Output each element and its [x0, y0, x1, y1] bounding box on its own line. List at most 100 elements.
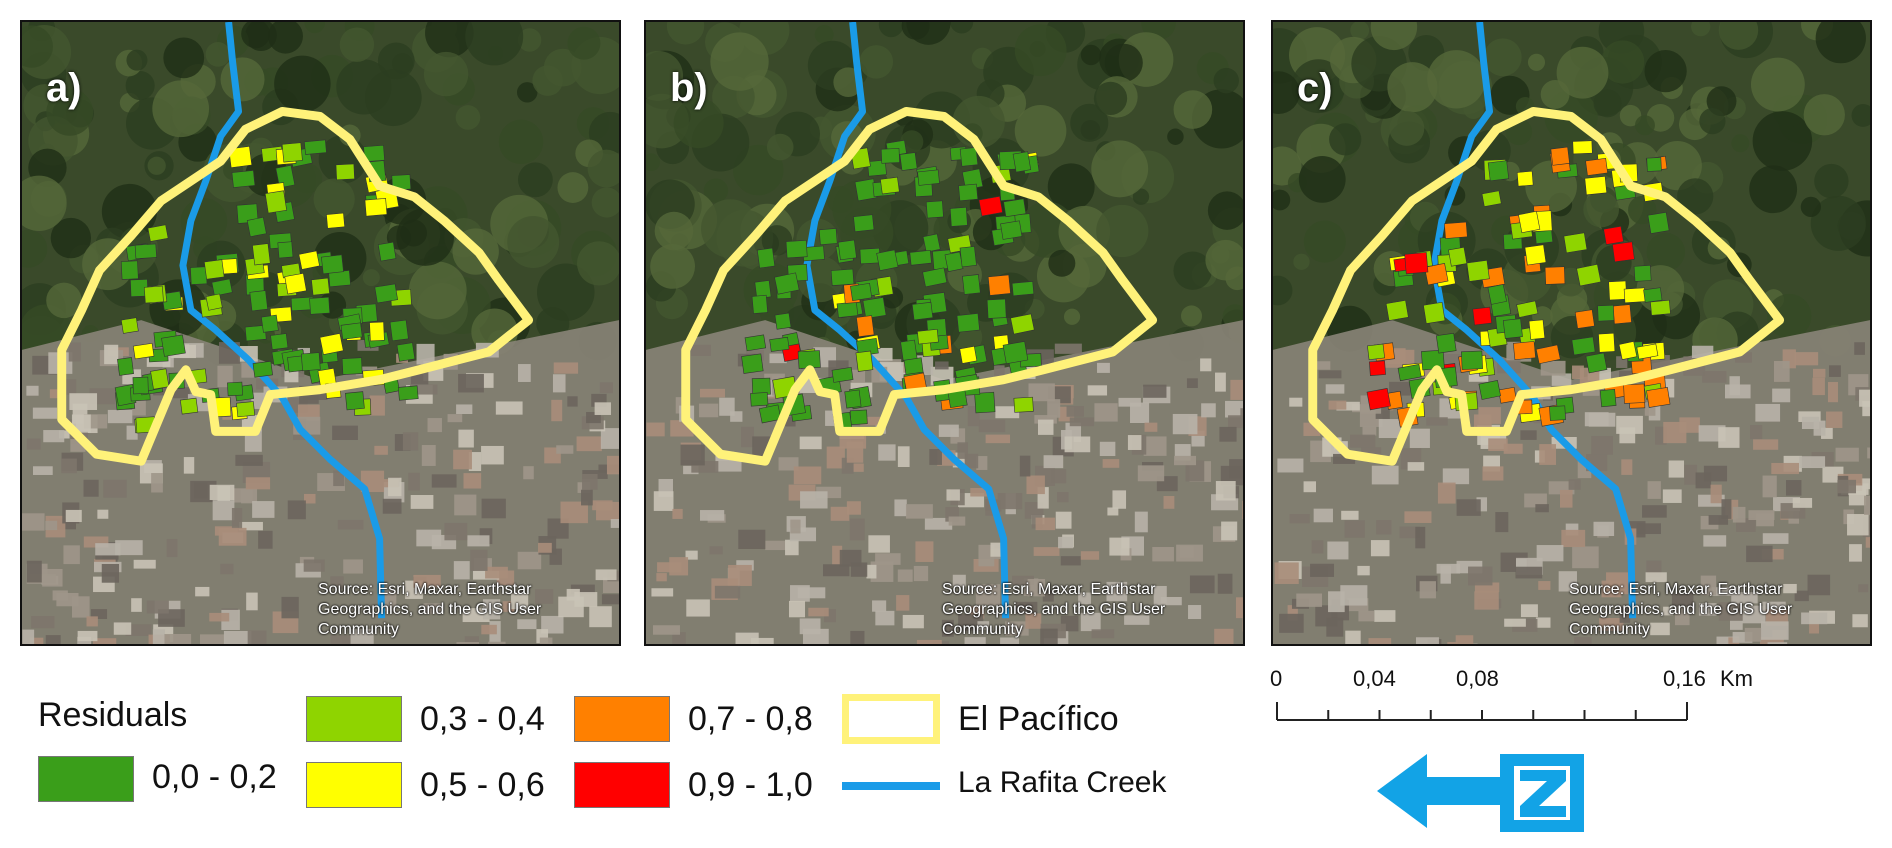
building-polygon: [377, 241, 397, 262]
satellite-map-a: [22, 22, 619, 644]
building-polygon: [120, 317, 139, 334]
panel-label-a: a): [46, 66, 82, 110]
building-polygon: [962, 274, 981, 295]
building-polygon: [1574, 309, 1595, 329]
building-polygon: [1385, 299, 1409, 321]
building-polygon: [369, 321, 385, 342]
building-polygon: [1481, 190, 1502, 207]
building-polygon: [986, 298, 1007, 319]
building-polygon: [922, 233, 941, 253]
legend-swatch-7-8: [574, 696, 670, 742]
building-polygon: [958, 183, 979, 202]
building-polygon: [397, 385, 419, 401]
building-polygon: [252, 360, 273, 378]
building-polygon: [300, 352, 321, 372]
creek-line: [179, 22, 386, 619]
legend-swatch-5-6: [306, 762, 402, 808]
building-polygon: [1000, 220, 1023, 240]
building-polygon: [1549, 405, 1566, 421]
el-pacifico-boundary: [1308, 106, 1785, 466]
building-polygon: [922, 267, 948, 288]
building-polygon: [774, 312, 792, 330]
building-polygon: [389, 319, 409, 342]
building-polygon: [925, 200, 944, 219]
building-polygon: [837, 239, 857, 261]
building-polygon: [134, 243, 157, 260]
building-polygon: [1478, 380, 1501, 400]
building-polygon: [1650, 299, 1671, 316]
building-polygon: [758, 404, 782, 424]
building-polygon: [335, 163, 355, 181]
legend-label-7-8: 0,7 - 0,8: [688, 700, 813, 738]
building-polygon: [261, 314, 279, 333]
building-polygon: [1424, 262, 1449, 286]
building-polygon: [987, 274, 1011, 296]
building-polygon: [856, 315, 875, 338]
building-polygon: [876, 249, 899, 271]
building-polygon: [959, 246, 977, 268]
building-polygon: [1002, 341, 1029, 365]
building-polygon: [275, 164, 296, 189]
building-polygon: [1643, 287, 1663, 303]
building-polygon: [340, 322, 363, 340]
building-polygon: [236, 401, 256, 418]
building-polygon: [1633, 265, 1652, 282]
building-polygon: [751, 377, 771, 396]
building-polygon: [203, 259, 225, 280]
building-polygon: [117, 357, 134, 376]
building-polygon: [867, 159, 887, 177]
building-polygon: [227, 381, 243, 397]
building-polygon: [211, 278, 233, 297]
building-polygon: [1528, 319, 1546, 340]
building-polygon: [287, 355, 304, 373]
building-polygon: [1597, 304, 1615, 322]
building-polygon: [1623, 287, 1646, 304]
building-polygon: [1524, 244, 1547, 266]
el-pacifico-boundary: [57, 106, 534, 466]
building-polygon: [1487, 284, 1508, 305]
building-polygon: [880, 148, 900, 164]
building-polygon: [205, 293, 223, 311]
building-polygon: [1397, 364, 1422, 382]
map-panel-b: b) Source: Esri, Maxar, Earthstar Geogra…: [644, 20, 1245, 646]
building-polygon: [321, 254, 344, 275]
building-polygon: [785, 240, 808, 259]
building-polygon: [341, 357, 363, 375]
building-polygon: [1367, 343, 1385, 361]
building-polygon: [844, 389, 862, 409]
building-polygon: [899, 152, 918, 171]
building-polygon: [270, 333, 289, 350]
legend-label-0-2: 0,0 - 0,2: [152, 758, 277, 796]
scale-tick-label-008: 0,08: [1456, 666, 1499, 691]
building-polygon: [298, 250, 320, 270]
building-polygon: [853, 214, 875, 232]
building-polygon: [855, 350, 874, 372]
building-polygon: [774, 272, 800, 295]
building-polygon: [1646, 157, 1662, 172]
building-polygon: [180, 397, 199, 415]
building-polygon: [1571, 336, 1596, 356]
legend-label-3-4: 0,3 - 0,4: [420, 700, 545, 738]
building-polygon: [396, 342, 416, 362]
scale-tick-label-004: 0,04: [1353, 666, 1396, 691]
legend-label-5-6: 0,5 - 0,6: [420, 766, 545, 804]
building-polygon: [1435, 332, 1457, 354]
building-polygon: [1012, 151, 1032, 173]
building-polygon: [944, 251, 964, 272]
building-polygon: [1636, 343, 1659, 360]
building-polygon: [304, 139, 327, 155]
building-polygon: [1466, 259, 1490, 282]
creek-line: [803, 22, 1010, 619]
building-polygon: [1618, 341, 1638, 361]
legend-label-creek: La Rafita Creek: [958, 766, 1167, 799]
building-polygon: [228, 146, 253, 169]
building-polygon: [1423, 301, 1446, 324]
building-polygon: [1487, 160, 1510, 182]
satellite-map-b: [646, 22, 1243, 644]
building-polygon: [309, 296, 331, 315]
building-polygon: [1512, 341, 1536, 361]
building-polygon: [744, 334, 767, 352]
building-polygon: [1576, 263, 1602, 287]
building-polygon: [849, 409, 868, 425]
building-polygon: [249, 290, 269, 312]
